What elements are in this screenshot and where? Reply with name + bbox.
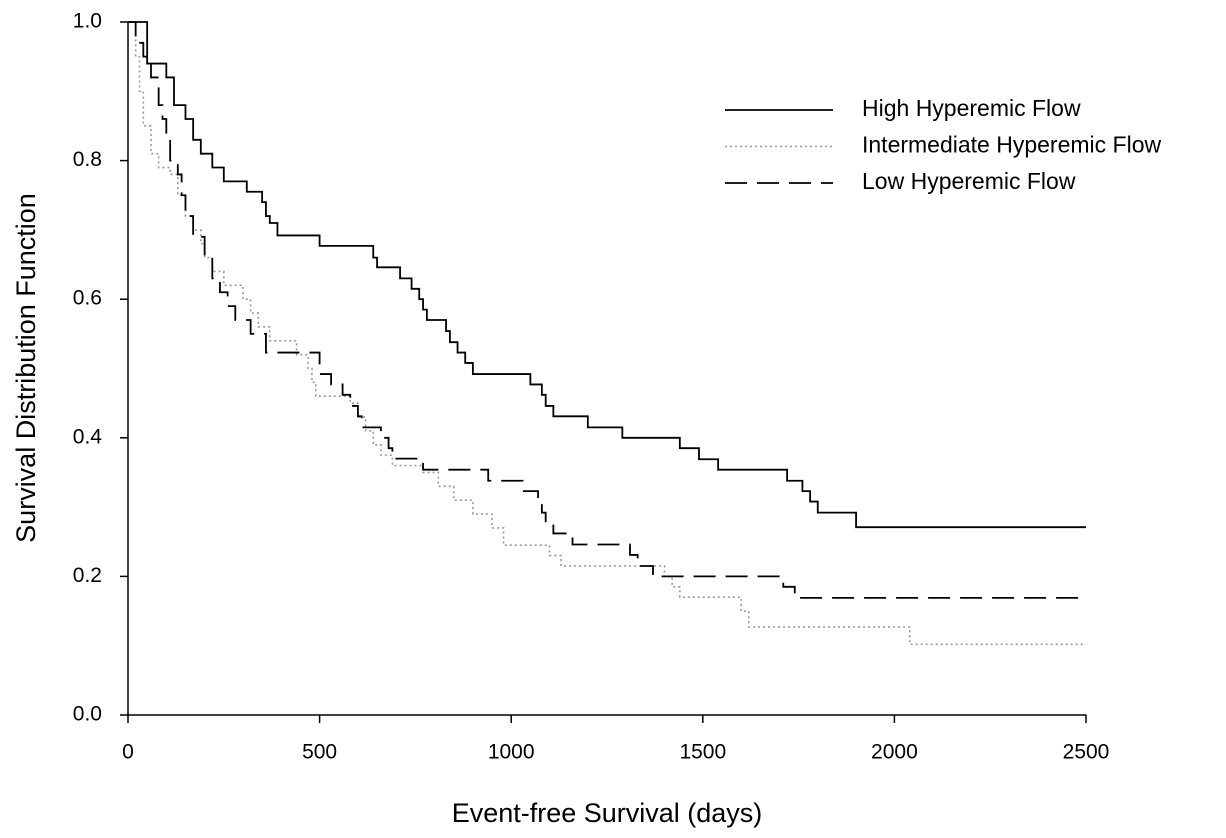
x-tick-label: 2000: [871, 741, 918, 764]
legend-label: Low Hyperemic Flow: [862, 168, 1076, 194]
survival-curve: [128, 21, 1086, 529]
y-tick-label: 0.4: [73, 425, 103, 448]
survival-curve: [128, 21, 1086, 599]
y-tick-label: 0.6: [73, 287, 102, 310]
x-tick-label: 500: [302, 741, 337, 764]
x-tick-label: 2500: [1063, 741, 1110, 764]
y-tick-label: 0.8: [73, 148, 102, 171]
survival-curve: [128, 21, 1086, 646]
x-tick-label: 1500: [679, 741, 726, 764]
x-tick-label: 0: [122, 741, 134, 764]
x-tick-label: 1000: [488, 741, 535, 764]
y-tick-label: 1.0: [73, 10, 102, 33]
legend-label: Intermediate Hyperemic Flow: [862, 132, 1161, 158]
legend-label: High Hyperemic Flow: [862, 95, 1081, 121]
x-axis-title: Event-free Survival (days): [452, 798, 763, 828]
y-tick-label: 0.2: [73, 564, 102, 587]
y-tick-label: 0.0: [73, 703, 102, 726]
y-axis-title: Survival Distribution Function: [11, 193, 41, 543]
